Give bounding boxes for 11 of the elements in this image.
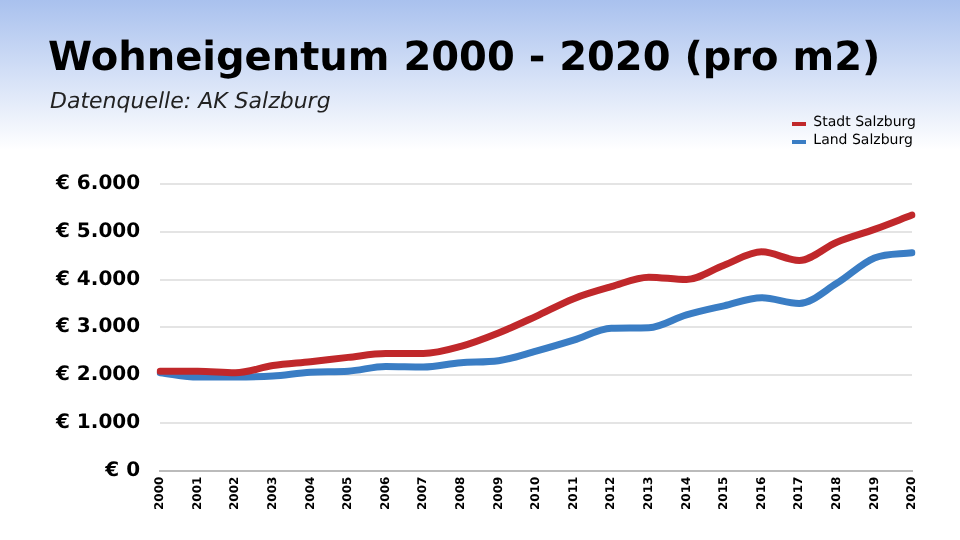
line-series xyxy=(156,211,916,377)
y-tick-label: € 6.000 xyxy=(53,173,141,196)
y-tick-label: € 5.000 xyxy=(53,220,141,243)
y-tick-label: € 0 xyxy=(103,459,141,482)
y-tick-label: € 2.000 xyxy=(53,364,141,387)
y-tick-label: € 4.000 xyxy=(53,268,141,291)
line-series xyxy=(156,249,916,381)
y-tick-label: € 1.000 xyxy=(53,412,141,435)
y-tick-label: € 3.000 xyxy=(53,316,141,339)
chart-title: Wohneigentum 2000 - 2020 (pro m2) xyxy=(48,32,881,80)
chart-subtitle: Datenquelle: AK Salzburg xyxy=(50,88,331,114)
